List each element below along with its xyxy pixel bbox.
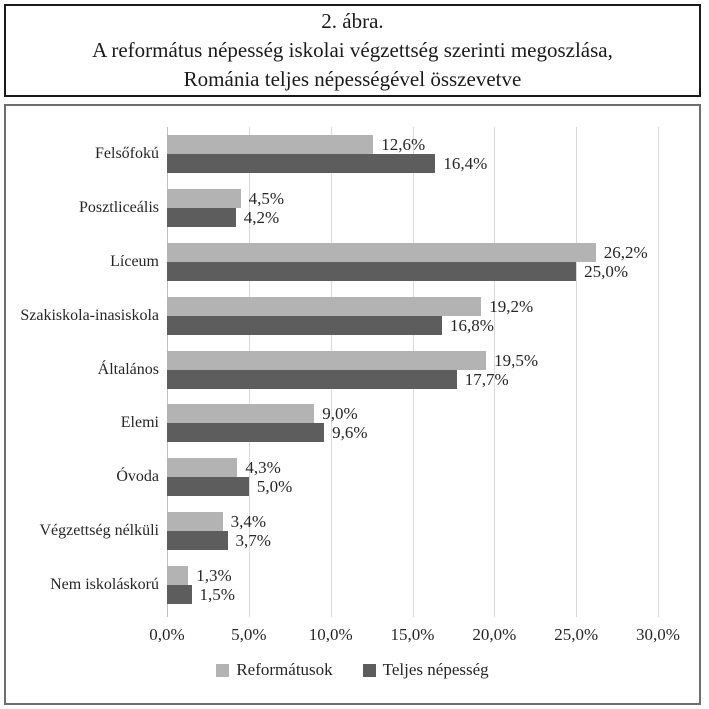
bar-teljes-nepesseg: [167, 153, 436, 173]
x-axis-tick-label: 30,0%: [636, 625, 680, 644]
x-axis-tick-label: 20,0%: [472, 625, 517, 644]
value-label: 9,0%: [322, 404, 358, 424]
bar-teljes-nepesseg: [167, 585, 192, 605]
x-axis-tick-label: 5,0%: [231, 625, 267, 644]
bar-reformatusok: [167, 242, 596, 262]
value-label: 5,0%: [256, 477, 293, 497]
bar-group-item: 5,0%: [167, 477, 292, 497]
category-label: Általános: [97, 360, 159, 378]
category-label: Líceum: [110, 252, 159, 270]
value-label: 3,4%: [230, 512, 267, 532]
bar-group-item: 1,5%: [167, 585, 235, 605]
category-axis: Felsőfokú Posztliceális Líceum Szakiskola-i…: [6, 127, 159, 612]
value-label: 12,6%: [381, 134, 426, 154]
category-label: Elemi: [120, 414, 159, 432]
bar-teljes-nepesseg: [167, 207, 236, 227]
bar-group-item: 25,0%: [167, 261, 628, 281]
x-axis-tick-label: 25,0%: [554, 625, 599, 644]
legend-label: Teljes népesség: [382, 660, 489, 679]
value-label: 19,5%: [494, 350, 539, 370]
bar-group-item: 1,3%: [167, 566, 232, 586]
bar-group-item: 17,7%: [167, 369, 509, 389]
value-label: 4,3%: [245, 458, 281, 478]
category-label: Óvoda: [116, 468, 159, 486]
bar-reformatusok: [167, 188, 241, 208]
value-label: 26,2%: [603, 242, 648, 262]
bar-reformatusok: [167, 566, 189, 586]
bar-group-item: 12,6%: [167, 134, 425, 154]
bar-teljes-nepesseg: [167, 315, 442, 335]
value-label: 16,8%: [449, 315, 494, 335]
bar-teljes-nepesseg: [167, 531, 228, 551]
bar-group-item: 19,5%: [167, 350, 538, 370]
bar-group-item: 4,5%: [167, 188, 284, 208]
legend: Reformátusok Teljes népesség: [6, 660, 699, 680]
bar-teljes-nepesseg: [167, 477, 249, 497]
category-label: Végzettség nélküli: [39, 522, 159, 540]
bar-group-item: 4,2%: [167, 207, 279, 227]
bar-group-item: 4,3%: [167, 458, 281, 478]
value-label: 4,5%: [248, 188, 285, 208]
bar-reformatusok: [167, 296, 482, 316]
figure-title-line-3: Románia teljes népességével összevetve: [183, 67, 522, 91]
plot-area: 12,6% 4,5% 26,2% 19,2% 19,5% 9,0% 4,3% 3,4% 1,3%…: [167, 127, 659, 617]
value-label: 3,7%: [235, 531, 271, 551]
bar-teljes-nepesseg: [167, 261, 577, 281]
figure-title-line-2: A református népesség iskolai végzettség…: [92, 38, 613, 62]
chart-area: Felsőfokú Posztliceális Líceum Szakiskola-i…: [4, 104, 701, 705]
x-axis: 0,0% 5,0% 10,0% 15,0% 20,0% 25,0% 30,0%: [149, 625, 680, 647]
gridline: [494, 127, 496, 617]
bar-group-item: 9,0%: [167, 404, 358, 424]
bar-teljes-nepesseg: [167, 369, 457, 389]
bar-group-item: 26,2%: [167, 242, 648, 262]
category-label: Szakiskola-inasiskola: [20, 306, 159, 324]
legend-item: Teljes népesség: [362, 660, 489, 680]
x-axis-tick-label: 15,0%: [390, 625, 435, 644]
value-label: 25,0%: [584, 261, 629, 281]
category-label: Felsőfokú: [95, 144, 159, 162]
bar-group-item: 9,6%: [167, 423, 368, 443]
bar-reformatusok: [167, 404, 315, 424]
bar-group-item: 16,8%: [167, 315, 494, 335]
legend-swatch: [362, 663, 376, 677]
value-label: 17,7%: [464, 369, 509, 389]
legend-item: Reformátusok: [216, 660, 333, 680]
bar-reformatusok: [167, 512, 223, 532]
value-label: 4,2%: [243, 207, 280, 227]
bar-group-item: 16,4%: [167, 153, 487, 173]
legend-swatch: [216, 663, 230, 677]
value-label: 16,4%: [443, 153, 488, 173]
value-label: 1,5%: [199, 585, 235, 605]
value-label: 9,6%: [332, 423, 368, 443]
bar-reformatusok: [167, 350, 487, 370]
bar-group-item: 19,2%: [167, 296, 533, 316]
x-axis-tick-label: 0,0%: [149, 625, 185, 644]
value-label: 1,3%: [196, 566, 232, 586]
category-label: Nem iskoláskorú: [50, 576, 159, 594]
legend-label: Reformátusok: [236, 660, 333, 679]
gridline: [658, 127, 659, 617]
bar-group-item: 3,4%: [167, 512, 266, 532]
value-label: 19,2%: [489, 296, 534, 316]
figure-number: 2. ábra.: [321, 9, 384, 33]
bar-reformatusok: [167, 458, 238, 478]
gridline: [576, 127, 578, 617]
x-axis-tick-label: 10,0%: [308, 625, 353, 644]
bar-group-item: 3,7%: [167, 531, 271, 551]
bar-reformatusok: [167, 134, 374, 154]
figure-title: 2. ábra. A református népesség iskolai v…: [4, 4, 701, 97]
category-label: Posztliceális: [79, 198, 159, 216]
bar-teljes-nepesseg: [167, 423, 325, 443]
